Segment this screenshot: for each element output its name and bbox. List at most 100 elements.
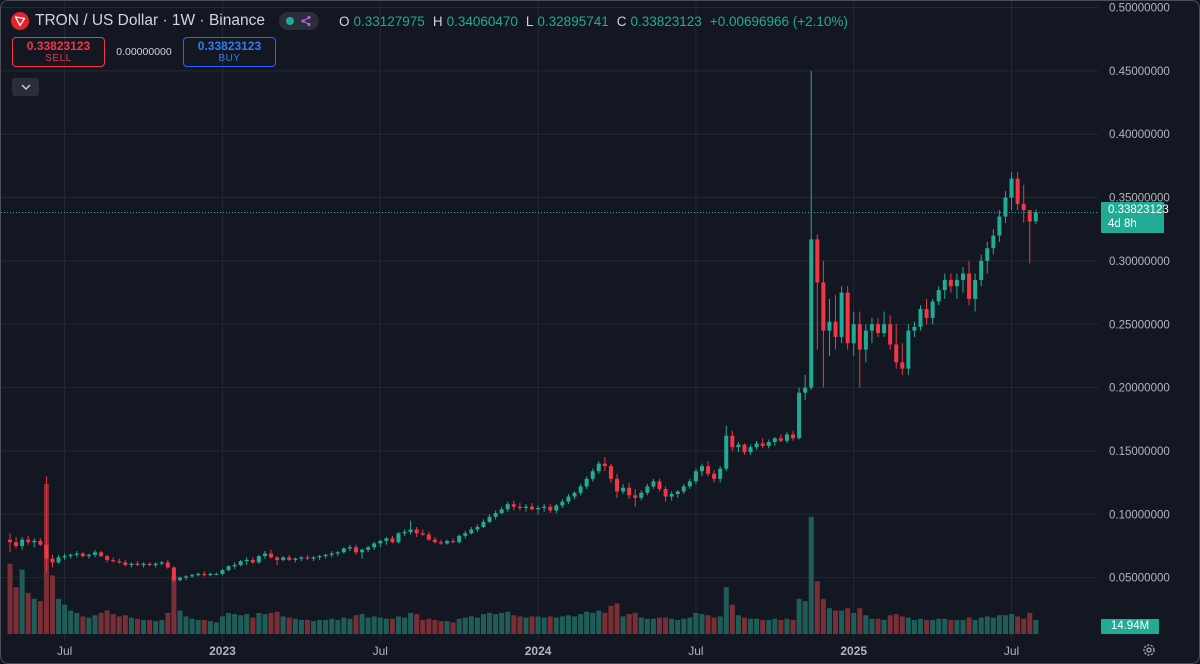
candle[interactable] — [894, 324, 899, 369]
candle[interactable] — [44, 476, 49, 572]
candle[interactable] — [730, 430, 735, 451]
candle[interactable] — [159, 561, 164, 565]
candle[interactable] — [523, 504, 528, 512]
candle[interactable] — [979, 254, 984, 287]
candle[interactable] — [457, 534, 462, 544]
candle[interactable] — [778, 434, 783, 443]
candle[interactable] — [50, 554, 55, 568]
candle[interactable] — [663, 486, 668, 502]
symbol-title[interactable]: TRON / US Dollar · 1W · Binance — [35, 12, 265, 29]
candle[interactable] — [299, 556, 304, 562]
candle[interactable] — [651, 478, 656, 489]
candle[interactable] — [857, 311, 862, 388]
candle[interactable] — [942, 273, 947, 299]
candle[interactable] — [92, 549, 97, 558]
candle[interactable] — [724, 425, 729, 472]
candle[interactable] — [766, 439, 771, 449]
candle[interactable] — [566, 494, 571, 505]
candle[interactable] — [293, 557, 298, 563]
candle[interactable] — [74, 551, 79, 558]
candle[interactable] — [311, 556, 316, 562]
candle[interactable] — [68, 553, 73, 559]
candle[interactable] — [991, 229, 996, 255]
candle[interactable] — [918, 305, 923, 331]
collapse-legend-button[interactable] — [12, 78, 39, 96]
candle[interactable] — [111, 557, 116, 563]
candle[interactable] — [548, 504, 553, 514]
candle[interactable] — [1003, 191, 1008, 223]
candle[interactable] — [615, 473, 619, 498]
candle[interactable] — [262, 551, 267, 559]
candle[interactable] — [912, 321, 917, 337]
candle[interactable] — [99, 551, 104, 558]
candle[interactable] — [184, 575, 189, 581]
candle[interactable] — [517, 502, 522, 511]
candle[interactable] — [839, 286, 844, 344]
candle[interactable] — [888, 315, 893, 350]
candle[interactable] — [681, 483, 686, 495]
candle[interactable] — [608, 463, 613, 483]
candle[interactable] — [754, 440, 759, 450]
candle[interactable] — [712, 469, 717, 483]
candle[interactable] — [165, 559, 170, 569]
candle[interactable] — [530, 502, 535, 511]
candle[interactable] — [171, 566, 176, 583]
candle[interactable] — [378, 539, 383, 548]
candle[interactable] — [177, 576, 182, 582]
candle[interactable] — [803, 374, 808, 401]
candle[interactable] — [408, 520, 413, 535]
sell-button[interactable]: 0.33823123 SELL — [12, 37, 105, 67]
candle[interactable] — [748, 444, 753, 455]
candle[interactable] — [238, 559, 243, 567]
candle[interactable] — [675, 490, 680, 498]
candle[interactable] — [718, 466, 723, 483]
candle[interactable] — [706, 461, 711, 477]
candle[interactable] — [791, 430, 796, 441]
candle[interactable] — [475, 524, 480, 533]
candle[interactable] — [554, 504, 559, 514]
candle[interactable] — [869, 317, 874, 344]
candle[interactable] — [985, 241, 990, 274]
candle[interactable] — [32, 538, 37, 548]
candle[interactable] — [287, 554, 292, 562]
candle[interactable] — [226, 564, 231, 572]
candle[interactable] — [214, 572, 219, 576]
candle[interactable] — [851, 311, 856, 356]
candle[interactable] — [645, 483, 650, 496]
candle[interactable] — [105, 554, 110, 563]
candle[interactable] — [930, 298, 935, 325]
candle[interactable] — [997, 210, 1002, 242]
candle[interactable] — [250, 557, 255, 564]
candle[interactable] — [329, 551, 334, 558]
candle[interactable] — [372, 542, 377, 550]
candle[interactable] — [863, 324, 868, 363]
candle[interactable] — [936, 286, 941, 306]
candle[interactable] — [141, 562, 146, 568]
candle[interactable] — [220, 568, 225, 576]
candle[interactable] — [384, 537, 389, 545]
candle[interactable] — [323, 553, 328, 559]
candle[interactable] — [602, 457, 607, 472]
candle[interactable] — [432, 537, 437, 544]
candle[interactable] — [347, 544, 352, 552]
candle[interactable] — [20, 537, 25, 550]
candle[interactable] — [596, 461, 601, 474]
candle[interactable] — [542, 504, 547, 512]
candle[interactable] — [493, 510, 498, 520]
candle[interactable] — [760, 438, 765, 449]
chart-settings-button[interactable] — [1140, 641, 1158, 659]
candle[interactable] — [86, 553, 91, 559]
candle[interactable] — [742, 443, 747, 455]
candle[interactable] — [772, 437, 777, 446]
candle[interactable] — [463, 530, 468, 539]
candle[interactable] — [906, 324, 911, 375]
candle[interactable] — [572, 491, 577, 500]
candle[interactable] — [305, 554, 310, 560]
candle[interactable] — [335, 551, 340, 557]
candle[interactable] — [621, 483, 626, 495]
candle[interactable] — [123, 559, 128, 567]
candle[interactable] — [578, 483, 583, 496]
candle[interactable] — [882, 311, 887, 337]
candle[interactable] — [954, 273, 959, 299]
candle[interactable] — [481, 519, 486, 529]
